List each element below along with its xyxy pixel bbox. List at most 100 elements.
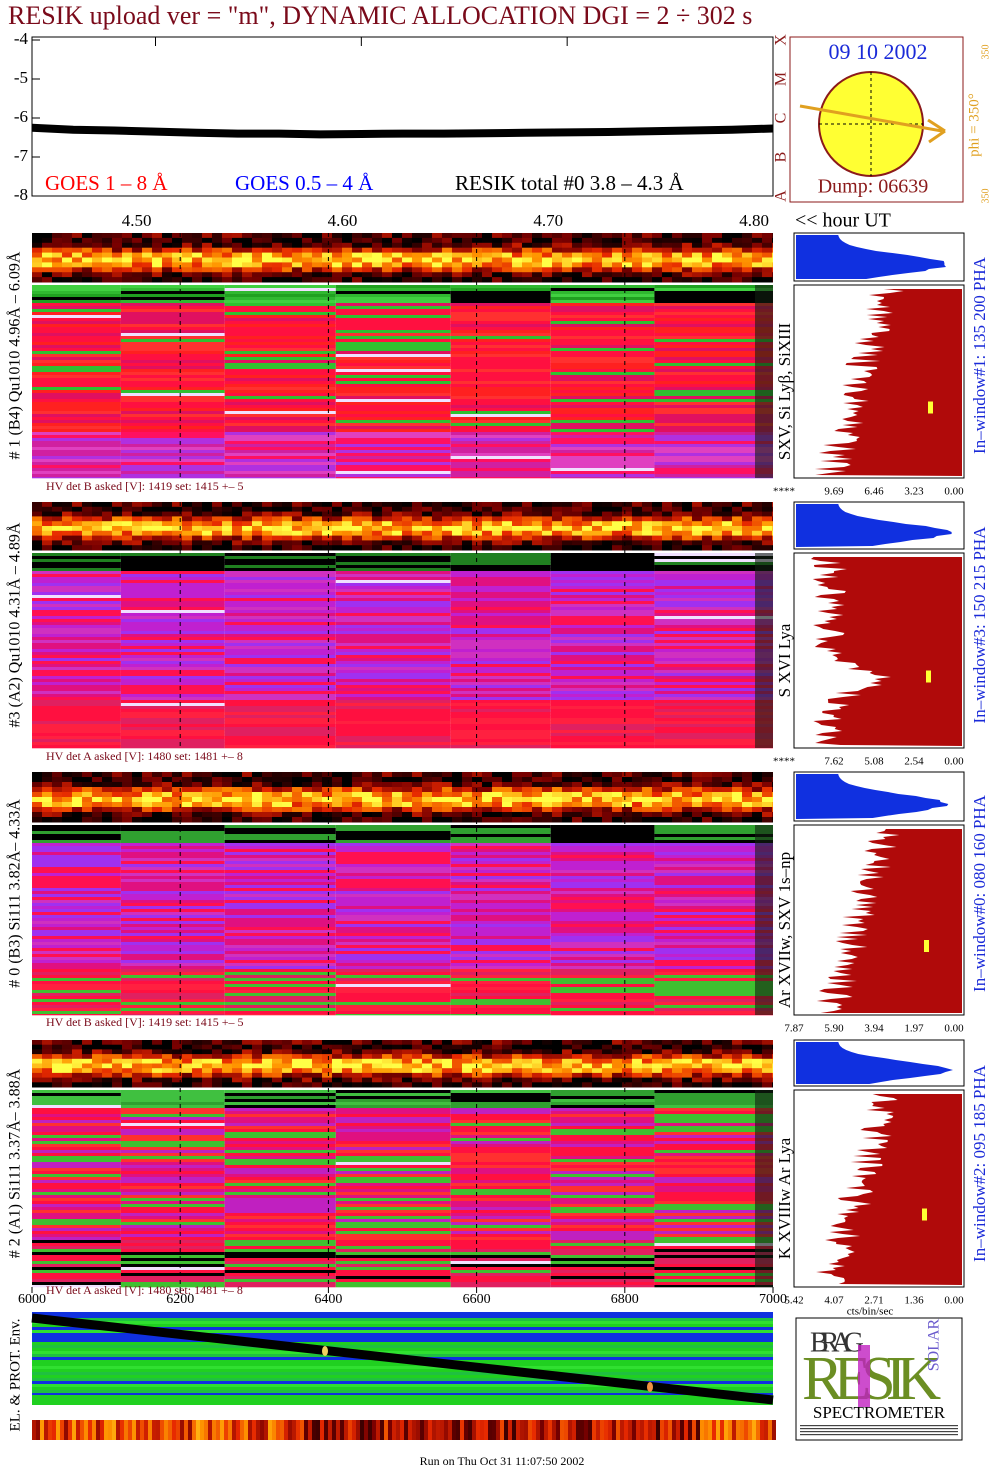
spectrogram-row xyxy=(654,285,773,289)
spectrum-cell xyxy=(652,237,662,244)
spectrogram-row xyxy=(335,393,451,397)
spectrum-cell xyxy=(302,772,312,778)
spectrogram-row xyxy=(450,963,551,967)
spectrum-cell xyxy=(192,247,202,254)
spectrum-cell xyxy=(512,242,522,249)
spectrogram-row xyxy=(654,586,773,590)
spectrogram-row xyxy=(335,933,451,937)
spectrogram-row xyxy=(120,1279,225,1283)
spectrogram-row xyxy=(335,375,451,379)
spectrum-cell xyxy=(182,516,192,522)
spectrum-cell xyxy=(682,1040,692,1046)
spectrogram-row xyxy=(550,933,655,937)
spectrogram-row xyxy=(550,297,655,301)
spectrum-cell xyxy=(642,1068,652,1074)
spectrum-cell xyxy=(402,1068,412,1074)
spectrum-cell xyxy=(732,812,742,818)
spectrum-cell xyxy=(722,540,732,546)
spectrogram-row xyxy=(654,673,773,677)
spectrogram-row xyxy=(550,441,655,445)
spectrum-cell xyxy=(302,1058,312,1064)
spectrogram-row xyxy=(32,405,121,409)
spectrum-cell xyxy=(322,233,332,239)
spectrum-cell xyxy=(52,242,62,249)
spectrum-cell xyxy=(672,777,682,783)
spectrogram-row xyxy=(654,444,773,448)
spectrum-cell xyxy=(712,1072,722,1079)
spectrum-cell xyxy=(692,237,702,244)
spectrum-cell xyxy=(392,506,402,513)
spectrogram-row xyxy=(224,1165,336,1169)
spectrogram-row xyxy=(224,882,336,886)
spectrum-cell xyxy=(262,242,272,249)
spectrum-cell xyxy=(272,272,282,278)
spectrum-cell xyxy=(282,1063,292,1069)
spectrum-cell xyxy=(702,242,712,249)
spectrum-cell xyxy=(272,777,282,783)
spectrum-cell xyxy=(152,252,162,258)
spectrum-cell xyxy=(72,777,82,783)
spectrogram-row xyxy=(120,1165,225,1169)
spectrum-cell xyxy=(522,516,532,522)
spectrogram-row xyxy=(224,1002,336,1006)
spectrum-cell xyxy=(172,247,182,254)
spectrogram-row xyxy=(450,598,551,602)
spectrum-cell xyxy=(742,540,752,546)
spectrum-cell xyxy=(732,242,742,249)
spectrogram-row xyxy=(224,411,336,415)
spectrum-cell xyxy=(422,521,432,527)
spectrum-cell xyxy=(92,1049,102,1055)
spectrum-cell xyxy=(492,535,502,541)
spectrum-cell xyxy=(402,772,412,778)
spectrogram-row xyxy=(335,1204,451,1208)
spectrogram-row xyxy=(654,945,773,949)
spectrogram-row xyxy=(224,318,336,322)
spectrum-cell xyxy=(772,802,773,808)
spectrogram-row xyxy=(32,984,121,988)
spectrogram-row xyxy=(120,468,225,472)
spectrum-cell xyxy=(42,782,52,788)
spectrum-cell xyxy=(202,516,212,522)
spectrum-cell xyxy=(262,1077,272,1083)
spectrogram-row xyxy=(120,957,225,961)
spectrogram-row xyxy=(550,948,655,952)
spectrum-cell xyxy=(112,1082,122,1088)
spectrum-cell xyxy=(132,516,142,522)
spectrum-cell xyxy=(382,787,392,793)
spectrogram-row xyxy=(550,903,655,907)
spectrogram-row xyxy=(450,909,551,913)
spectrogram-row xyxy=(450,420,551,424)
spectrum-cell xyxy=(532,777,542,783)
spectrum-cell xyxy=(132,252,142,258)
spectrum-cell xyxy=(312,1058,322,1064)
spectrum-cell xyxy=(522,267,532,273)
spectrum-cell xyxy=(212,526,222,532)
spectrum-cell xyxy=(252,502,262,508)
spectrum-cell xyxy=(622,262,632,268)
spectrum-cell xyxy=(312,1077,322,1083)
spectrum-cell xyxy=(292,247,302,254)
spectrum-cell xyxy=(422,787,432,793)
spectrum-cell xyxy=(362,272,372,278)
spectrum-cell xyxy=(482,545,492,551)
spectrum-cell xyxy=(652,1082,662,1088)
spectrum-cell xyxy=(342,1044,352,1050)
spectrum-cell xyxy=(292,1072,302,1079)
spectrum-cell xyxy=(582,1068,592,1074)
spectrogram-row xyxy=(550,574,655,578)
spectrum-cell xyxy=(232,247,242,254)
spectrum-cell xyxy=(192,237,202,244)
spectrogram-row xyxy=(654,363,773,367)
spectrum-cell xyxy=(72,545,82,551)
spectrum-cell xyxy=(322,237,332,244)
spectrogram-row xyxy=(550,945,655,949)
spectrum-cell xyxy=(602,802,612,808)
spectrogram-row xyxy=(335,435,451,439)
spectrum-cell xyxy=(512,521,522,527)
spectrogram-row xyxy=(32,459,121,463)
spectrum-cell xyxy=(412,1044,422,1050)
flux-strip-cell xyxy=(68,1420,72,1440)
spectrum-cell xyxy=(262,1054,272,1060)
spectrogram-row xyxy=(550,435,655,439)
spectrum-cell xyxy=(112,511,122,517)
